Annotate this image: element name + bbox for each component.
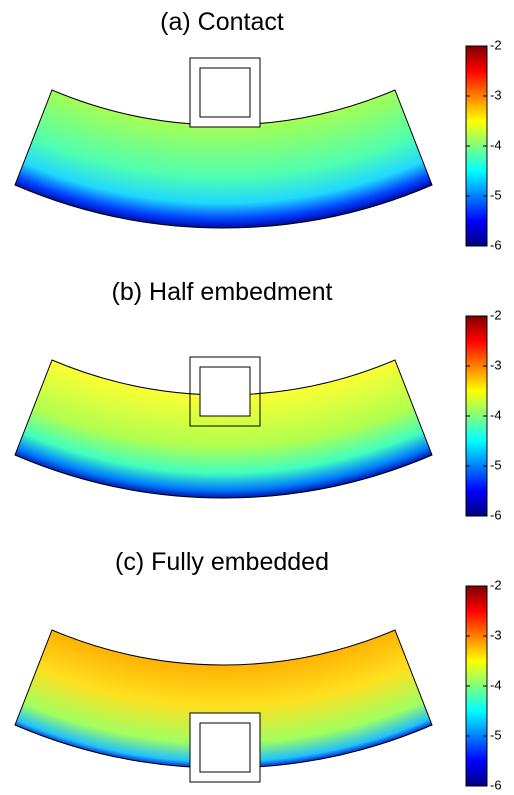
body-inner <box>199 366 251 417</box>
field <box>14 629 433 769</box>
panel-title: (b) Half embedment <box>112 278 333 306</box>
field <box>14 359 433 499</box>
colorbar-tick-label: -6 <box>490 777 502 792</box>
colorbar-tick-label: -6 <box>490 237 502 252</box>
colorbar-tick-label: -4 <box>490 137 502 152</box>
colorbar-tick-label: -6 <box>490 507 502 522</box>
colorbar-tick-label: -2 <box>490 577 502 592</box>
colorbar-tick-label: -2 <box>490 307 502 322</box>
colorbar-tick-label: -4 <box>490 407 502 422</box>
colorbar-tick-label: -3 <box>490 87 502 102</box>
colorbar-tick-label: -5 <box>490 727 502 742</box>
body-inner <box>199 67 251 118</box>
colorbar-tick-label: -3 <box>490 357 502 372</box>
field <box>14 89 433 229</box>
colorbar-tick-label: -2 <box>490 37 502 52</box>
body-outer <box>189 57 261 128</box>
colorbar-tick-label: -5 <box>490 457 502 472</box>
colorbar-tick-label: -5 <box>490 187 502 202</box>
panel-title: (a) Contact <box>160 8 284 36</box>
colorbar-tick-label: -4 <box>490 677 502 692</box>
body-inner <box>199 722 251 773</box>
colorbar-tick-label: -3 <box>490 627 502 642</box>
body-outer <box>189 356 261 427</box>
panel-title: (c) Fully embedded <box>115 548 329 576</box>
